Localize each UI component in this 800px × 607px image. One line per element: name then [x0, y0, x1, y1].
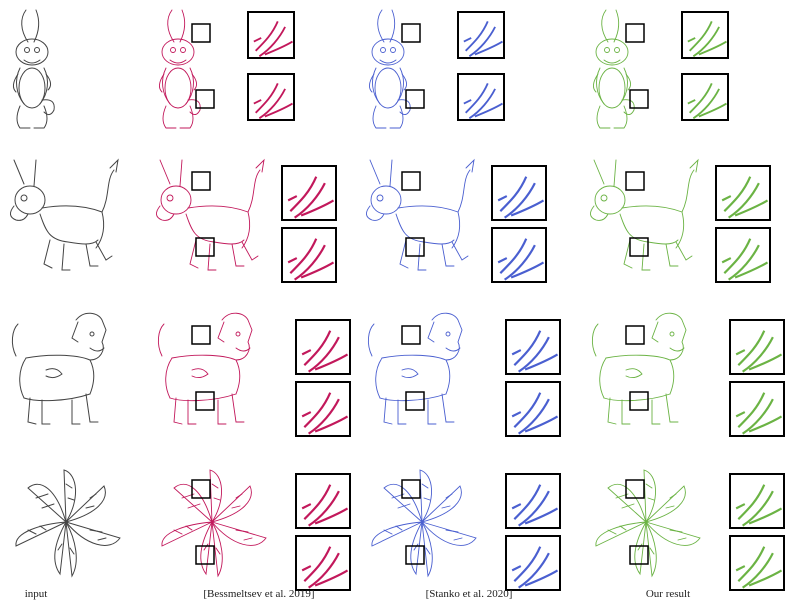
sketch-rabbit-input [12, 9, 55, 129]
zoom-inset-frame [295, 473, 351, 529]
sketch-dog-bessmeltsev [157, 312, 253, 425]
zoom-region-box [405, 89, 425, 109]
zoom-region-box [195, 89, 215, 109]
caption-ours: Our result [645, 588, 691, 600]
zoom-region-box [191, 23, 211, 43]
caption-input: input [24, 588, 48, 600]
zoom-inset-frame [715, 165, 771, 221]
zoom-region-box [191, 479, 211, 499]
zoom-inset-frame [505, 535, 561, 591]
zoom-region-box [191, 325, 211, 345]
sketch-rabbit-bessmeltsev [158, 9, 201, 129]
zoom-region-box [401, 171, 421, 191]
sketch-dog-stanko [367, 312, 463, 425]
zoom-region-box [629, 89, 649, 109]
zoom-region-box [625, 171, 645, 191]
zoom-region-box [195, 237, 215, 257]
zoom-region-box [629, 237, 649, 257]
figure-rows [9, 9, 785, 591]
zoom-region-box [195, 391, 215, 411]
zoom-region-box [629, 391, 649, 411]
zoom-region-box [191, 171, 211, 191]
caption-stanko: [Stanko et al. 2020] [425, 588, 513, 600]
zoom-region-box [401, 325, 421, 345]
zoom-region-box [405, 545, 425, 565]
sketch-leaf-input [15, 469, 121, 577]
zoom-region-box [401, 479, 421, 499]
sketch-rabbit-stanko [368, 9, 411, 129]
zoom-region-box [629, 545, 649, 565]
sketch-rabbit-ours [592, 9, 635, 129]
zoom-region-box [625, 23, 645, 43]
sketch-dog-input [11, 312, 107, 425]
zoom-region-box [625, 325, 645, 345]
zoom-region-box [625, 479, 645, 499]
sketch-donkey-input [9, 159, 119, 271]
zoom-region-box [401, 23, 421, 43]
caption-bessmeltsev: [Bessmeltsev et al. 2019] [203, 588, 315, 600]
zoom-region-box [405, 391, 425, 411]
zoom-region-box [195, 545, 215, 565]
zoom-region-box [405, 237, 425, 257]
sketch-dog-ours [591, 312, 687, 425]
